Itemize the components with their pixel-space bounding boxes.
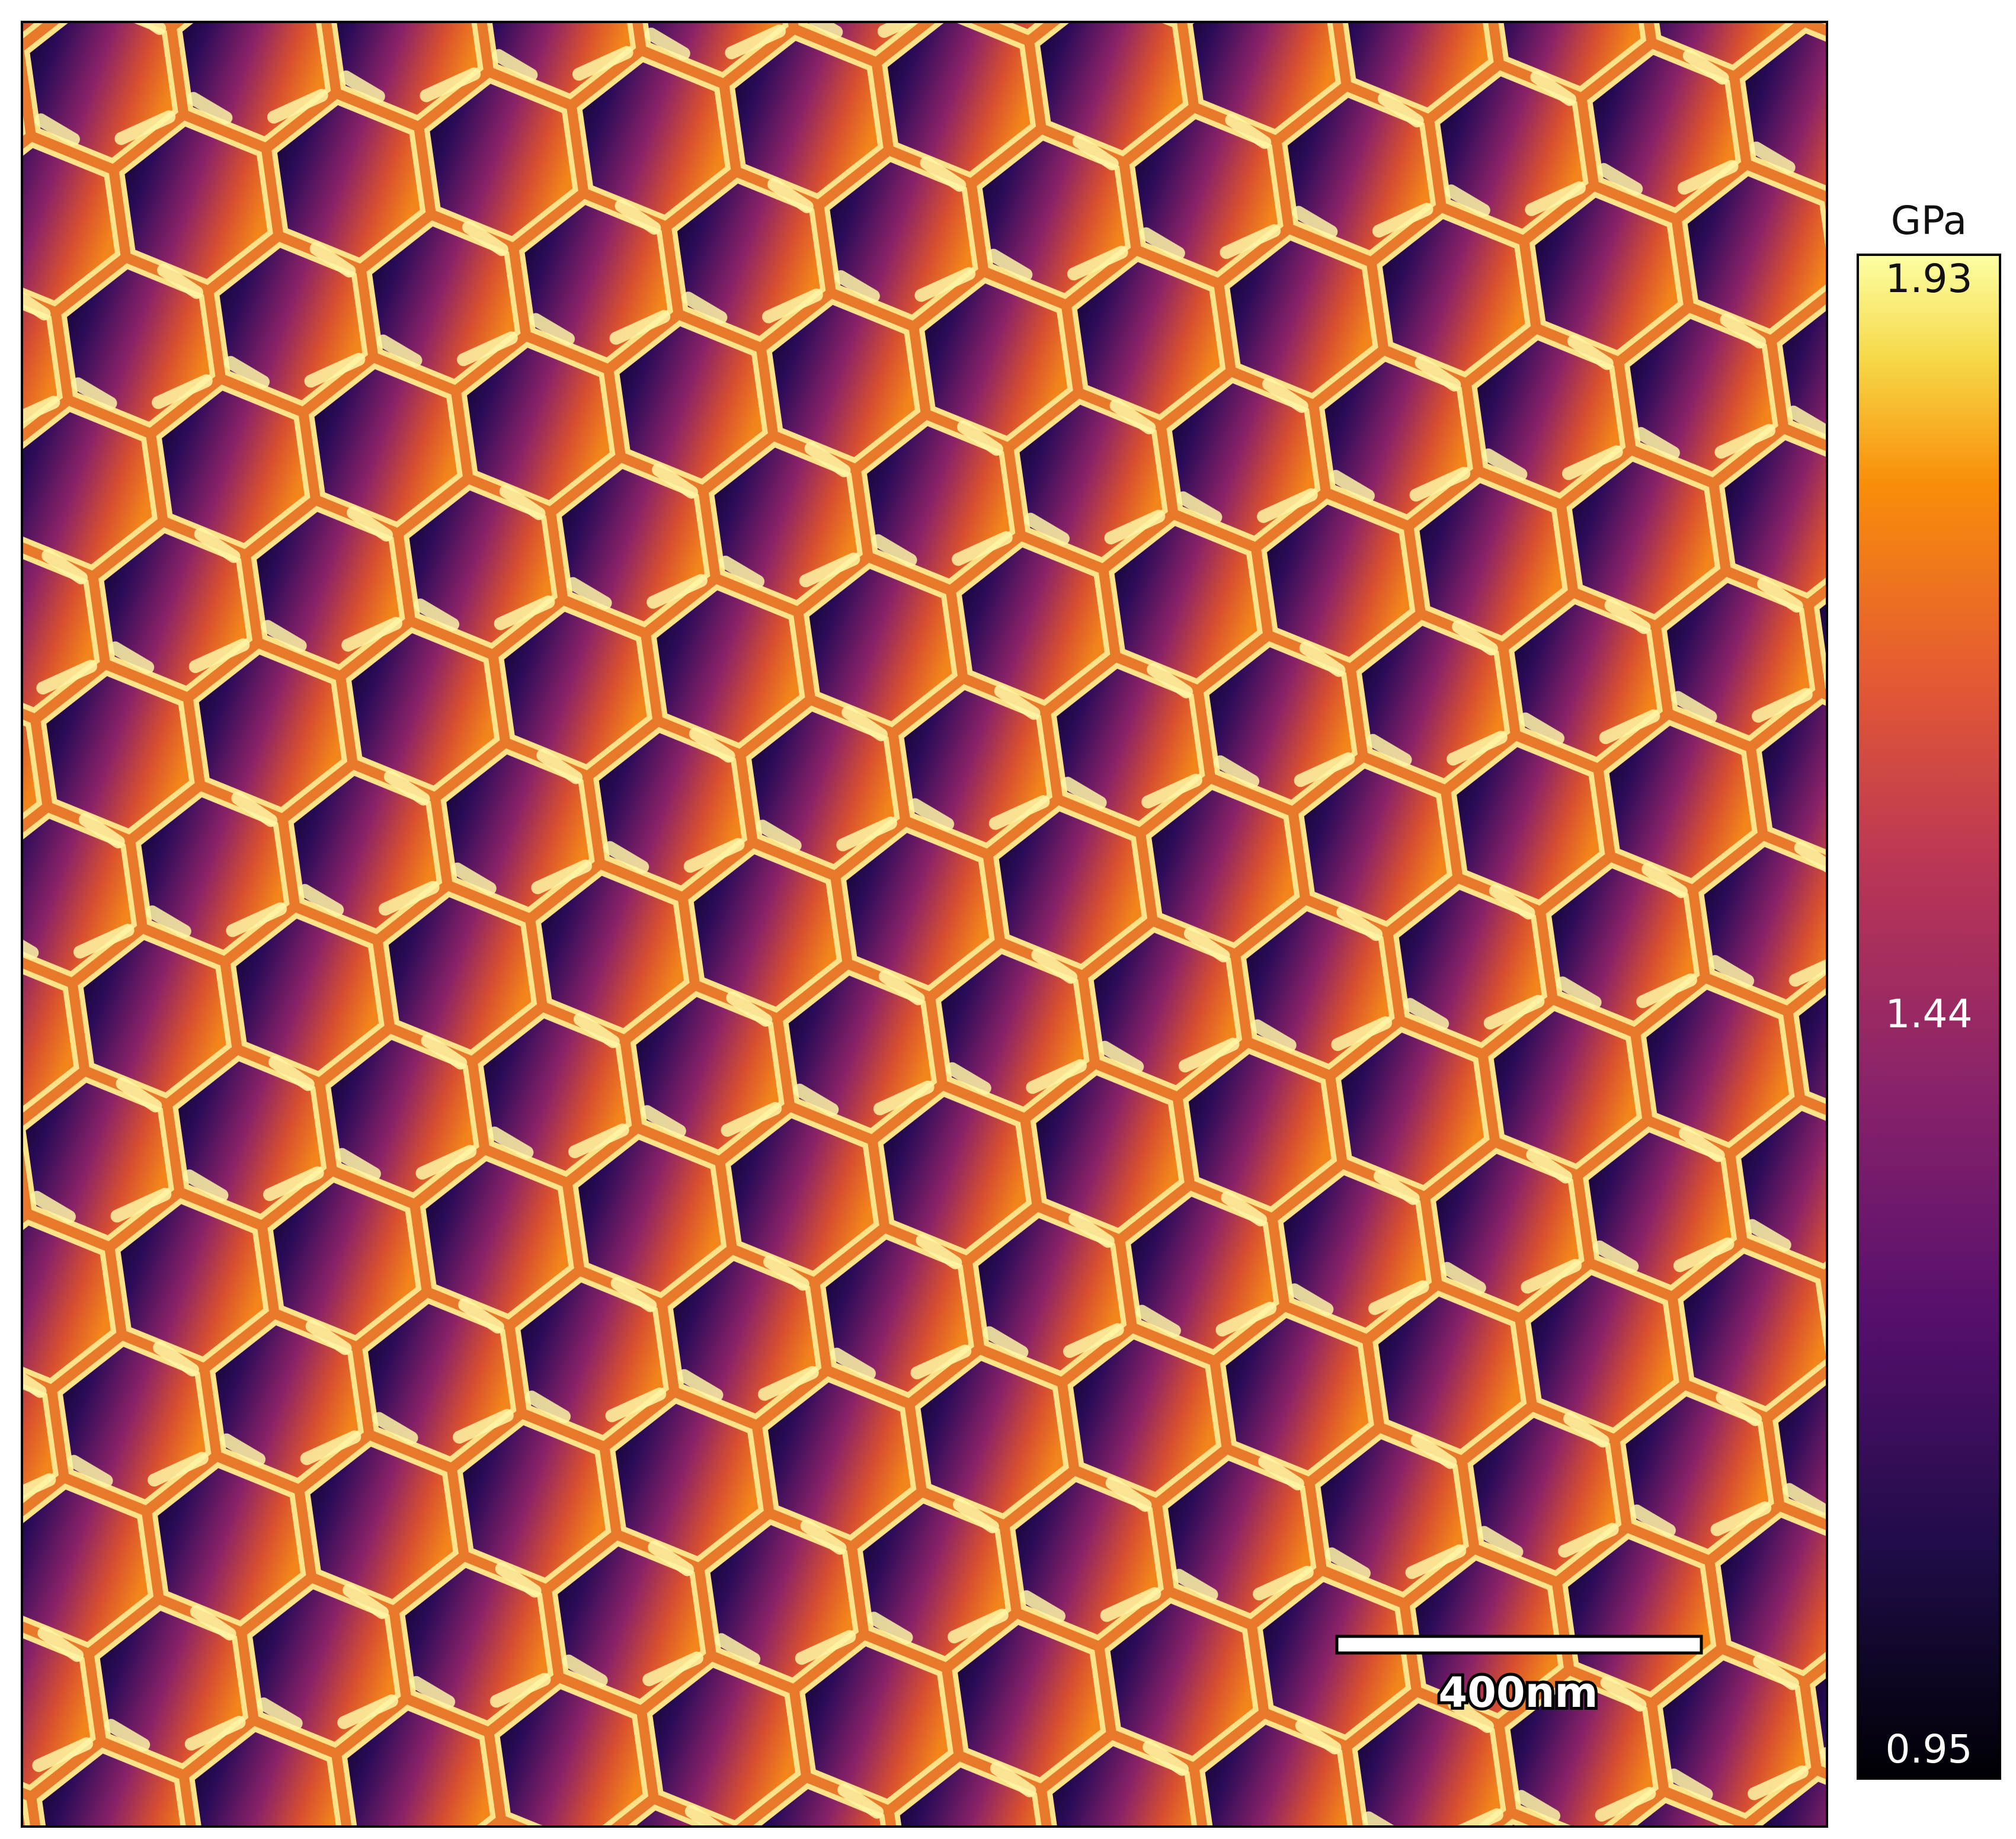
colorbar-unit: GPa — [1891, 198, 1967, 244]
colorbar — [1857, 254, 2001, 1780]
scale-bar-label: 400nm — [1439, 1668, 1598, 1717]
colorbar-tick-label: 0.95 — [1886, 1726, 1973, 1772]
colorbar-tick-label: 1.93 — [1886, 256, 1973, 302]
afm-image — [21, 21, 1828, 1828]
scale-bar — [1335, 1635, 1703, 1655]
colorbar-tick-label: 1.44 — [1886, 991, 1973, 1037]
